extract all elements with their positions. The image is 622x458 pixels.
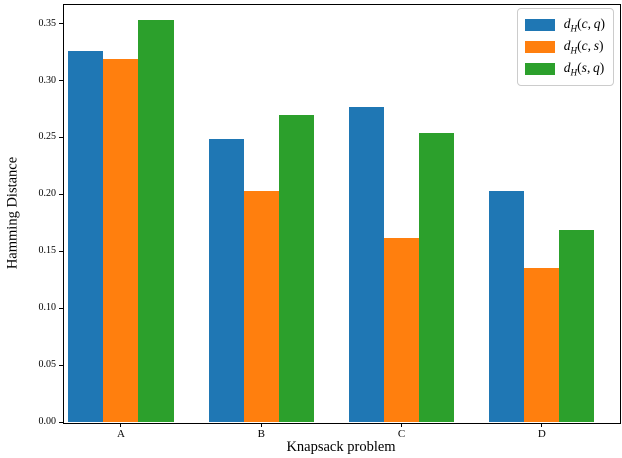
y-tick-label: 0.15 <box>38 245 57 257</box>
bar-B-d_H(s, q) <box>278 114 314 422</box>
legend-label: dH(s, q) <box>563 60 605 78</box>
y-tick-label: 0.30 <box>38 74 57 86</box>
legend-row: dH(c, q) <box>524 14 605 36</box>
legend-swatch <box>524 63 555 75</box>
x-tick-label-D: D <box>537 428 546 440</box>
x-tick-mark <box>260 423 262 427</box>
bar-D-d_H(c, q) <box>489 190 525 422</box>
y-tick-mark <box>59 136 63 138</box>
legend-label: dH(c, q) <box>563 16 605 34</box>
legend-swatch <box>524 19 555 31</box>
y-tick-mark <box>59 193 63 195</box>
y-tick-mark <box>59 250 63 252</box>
x-tick-label-B: B <box>257 428 265 440</box>
bar-B-d_H(c, q) <box>208 138 244 422</box>
legend-label: dH(c, s) <box>563 38 604 56</box>
bar-A-d_H(c, q) <box>68 51 104 422</box>
y-tick-mark <box>59 307 63 309</box>
y-tick-mark <box>59 364 63 366</box>
y-tick-label: 0.00 <box>38 416 57 427</box>
bar-C-d_H(s, q) <box>419 132 455 422</box>
y-tick-label: 0.25 <box>38 131 57 143</box>
bar-A-d_H(s, q) <box>138 20 174 422</box>
bar-C-d_H(c, s) <box>384 237 420 422</box>
x-axis-label: Knapsack problem <box>286 439 396 455</box>
y-tick-label: 0.05 <box>38 359 57 371</box>
legend-swatch <box>524 41 555 53</box>
bar-A-d_H(c, s) <box>103 58 139 422</box>
bar-D-d_H(c, s) <box>524 268 560 422</box>
y-tick-mark <box>59 421 63 423</box>
x-tick-mark <box>541 423 543 427</box>
y-tick-mark <box>59 80 63 82</box>
y-tick-label: 0.10 <box>38 302 57 314</box>
x-tick-mark <box>401 423 403 427</box>
y-tick-label: 0.20 <box>38 188 57 200</box>
x-tick-label-A: A <box>116 428 125 440</box>
legend: dH(c, q) dH(c, s) dH(s, q) <box>516 8 614 86</box>
bar-B-d_H(c, s) <box>243 190 279 422</box>
y-tick-mark <box>59 23 63 25</box>
x-tick-mark <box>120 423 122 427</box>
bar-C-d_H(c, q) <box>348 106 384 422</box>
legend-row: dH(c, s) <box>524 36 605 58</box>
y-tick-label: 0.35 <box>38 17 57 29</box>
x-tick-label-C: C <box>397 428 406 440</box>
legend-row: dH(s, q) <box>524 58 605 80</box>
bar-D-d_H(s, q) <box>559 229 595 422</box>
